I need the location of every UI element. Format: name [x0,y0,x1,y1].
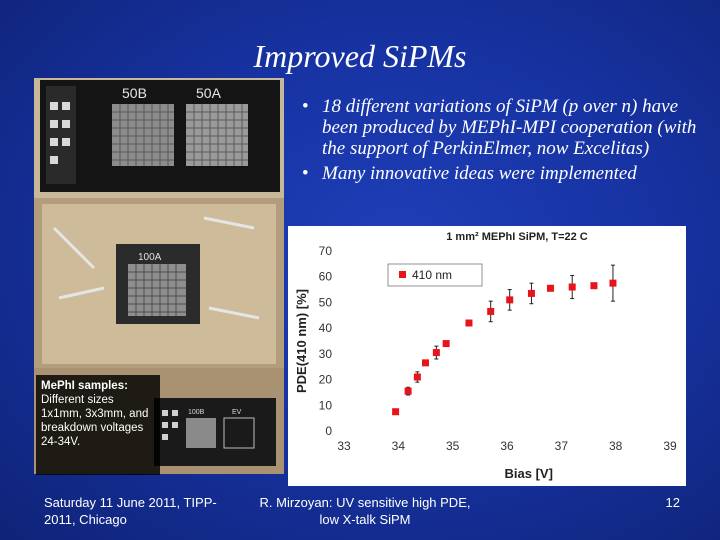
chart-title: 1 mm² MEPhI SiPM, T=22 C [446,231,588,243]
data-point [404,387,412,395]
data-point [568,283,576,291]
chip-label-ev: EV [232,409,242,416]
data-point [546,284,554,292]
x-tick-label: 33 [337,439,351,453]
legend-label: 410 nm [412,268,452,282]
y-tick-label: 60 [319,270,333,284]
data-point [392,408,400,416]
chip-label-100a: 100A [138,252,162,263]
legend-box [387,263,483,287]
pde-chart-svg: 1 mm² MEPhI SiPM, T=22 C 0 10 20 30 40 50 60 70 3… [294,231,677,481]
legend-marker [399,271,406,278]
x-tick-label: 35 [446,439,460,453]
y-tick-label: 50 [319,295,333,309]
sipm-photo-image: 50B 50A 100A 100B EV [34,78,284,474]
y-tick-label: 20 [319,373,333,387]
bullet-item: 18 different variations of SiPM (p over … [298,96,708,159]
page-number: 12 [665,495,680,510]
data-point [413,373,421,381]
x-tick-label: 37 [555,439,569,453]
photo-caption-body: Different sizes 1x1mm, 3x3mm, and breakd… [41,394,149,448]
bullet-item: Many innovative ideas were implemented [298,163,708,184]
y-tick-label: 70 [319,244,333,258]
data-point [442,340,450,348]
chip-label-100b: 100B [188,409,205,416]
y-tick-label: 30 [319,347,333,361]
data-point [527,289,535,297]
bullet-list: 18 different variations of SiPM (p over … [298,96,708,188]
data-point [465,319,473,327]
x-tick-label: 34 [392,439,406,453]
data-point [506,296,514,304]
slide-title: Improved SiPMs [253,38,467,74]
data-point [609,279,617,287]
data-point [487,307,495,315]
sipm-photo: 50B 50A 100A 100B EV [34,78,284,474]
footer-author: R. Mirzoyan: UV sensitive high PDE, low … [259,495,471,527]
chip-label-50b: 50B [122,85,147,101]
x-axis-label: Bias [V] [505,466,553,481]
chip-label-50a: 50A [196,85,222,101]
y-tick-label: 0 [325,424,332,438]
photo-caption-title: MePhI samples: [41,380,128,392]
y-tick-label: 40 [319,321,333,335]
x-tick-label: 39 [663,439,677,453]
x-tick-label: 38 [609,439,623,453]
data-point [422,359,429,367]
y-axis-label: PDE(410 nm) [%] [294,289,309,393]
y-tick-label: 10 [319,398,333,412]
photo-caption: MePhI samples: Different sizes 1x1mm, 3x… [36,375,160,475]
footer-date: Saturday 11 June 2011, TIPP-2011, Chicag… [44,495,217,527]
data-point [432,349,440,357]
x-tick-label: 36 [500,439,514,453]
pde-chart: 1 mm² MEPhI SiPM, T=22 C 0 10 20 30 40 50 60 70 3… [288,226,686,486]
data-point [590,282,598,290]
